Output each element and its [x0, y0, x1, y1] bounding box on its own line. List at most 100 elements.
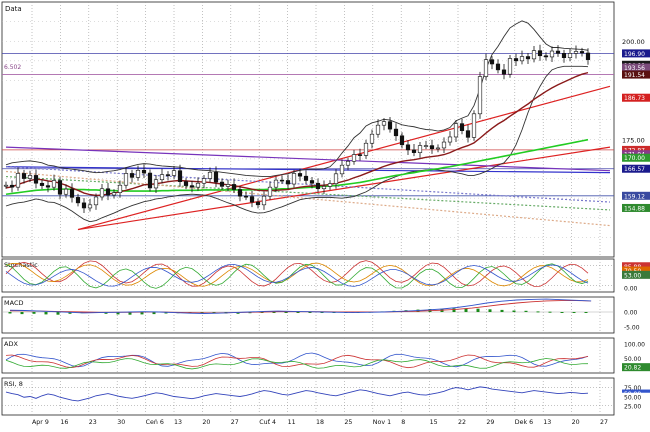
x-tick-label: 15 — [430, 419, 438, 426]
price-candle — [483, 59, 489, 77]
price-label-bg — [622, 191, 650, 200]
pane-frame-adx — [1, 337, 615, 374]
price-candle — [405, 144, 411, 151]
price-candle — [513, 58, 519, 62]
price-candle — [423, 145, 429, 147]
macd-histogram-bar — [20, 312, 24, 315]
osc-label-stochastic-bg — [622, 262, 650, 271]
price-candle — [273, 179, 279, 188]
price-candle — [69, 188, 75, 198]
macd-histogram-bar — [308, 312, 312, 313]
price-candle — [213, 171, 219, 183]
price-candle — [189, 185, 195, 188]
adx-line — [5, 352, 589, 368]
price-candle — [51, 180, 57, 188]
price-candle — [135, 170, 141, 178]
osc-label-stochastic-bg — [622, 266, 650, 275]
price-candle — [525, 56, 531, 60]
osc-label-rsi-bg — [621, 401, 650, 411]
macd-histogram-bar — [284, 312, 288, 313]
x-tick-label: 18 — [316, 419, 324, 426]
price-candle — [93, 196, 99, 206]
price-candle — [249, 196, 255, 203]
pane-frame-stochastic — [1, 258, 615, 293]
price-candle — [159, 174, 165, 181]
price-candle — [27, 175, 33, 179]
macd-histogram-bar — [500, 309, 504, 312]
osc-label-macd-bg — [621, 307, 650, 317]
price-candle — [375, 124, 381, 135]
x-tick-label: 11 — [288, 419, 296, 426]
macd-histogram-bar — [512, 310, 516, 312]
trendline — [5, 146, 611, 172]
price-candle — [237, 189, 243, 197]
price-candle — [333, 173, 339, 184]
price-candle — [303, 175, 309, 181]
price-candle — [21, 173, 27, 179]
price-candle — [279, 179, 285, 182]
price-candle — [297, 173, 303, 177]
price-candle — [345, 160, 351, 166]
price-candle — [357, 154, 363, 156]
price-candle — [411, 149, 417, 153]
price-candle — [555, 50, 561, 54]
price-candle — [447, 136, 453, 143]
price-candle — [309, 180, 315, 184]
price-candle — [75, 197, 81, 204]
osc-label-stochastic-bg — [622, 270, 650, 279]
stochastic-line — [5, 263, 589, 289]
price-candle — [561, 53, 567, 59]
price-candle — [393, 128, 399, 137]
bollinger-upper-line — [5, 20, 589, 178]
macd-histogram-bar — [524, 310, 528, 312]
price-candle — [33, 175, 39, 184]
price-label: 159.12 — [624, 193, 645, 200]
price-candle — [441, 141, 447, 149]
price-candle — [165, 174, 171, 176]
price-candle — [399, 135, 405, 146]
price-candle — [453, 123, 459, 138]
osc-label-adx-bg — [622, 363, 650, 372]
x-tick-label: 8 — [401, 419, 405, 426]
osc-label-adx-bg — [621, 353, 650, 363]
macd-histogram-bar — [68, 312, 72, 314]
price-candle — [339, 164, 345, 175]
price-candle — [111, 192, 117, 196]
price-candle — [321, 186, 327, 190]
price-label: 166.57 — [624, 166, 645, 173]
price-candle — [369, 133, 375, 144]
macd-histogram-bar — [536, 311, 540, 313]
price-candle — [147, 172, 153, 189]
price-candle — [567, 53, 573, 59]
price-candle — [255, 201, 261, 206]
price-candle — [585, 52, 591, 60]
price-candle — [573, 51, 579, 54]
osc-label-stochastic: 0.00 — [624, 286, 638, 293]
x-tick-label: 20 — [572, 419, 580, 426]
macd-histogram-bar — [140, 312, 144, 315]
price-candle — [231, 184, 237, 190]
price-candle — [417, 145, 423, 153]
macd-histogram-bar — [452, 308, 456, 312]
price-candle — [465, 130, 471, 138]
x-tick-label: Ceń 6 — [146, 418, 164, 426]
price-candle — [351, 154, 357, 162]
adx-line — [5, 358, 589, 370]
macd-histogram-bar — [164, 312, 168, 314]
annotation-label: 6.502 — [4, 64, 21, 71]
x-tick-label: 20 — [202, 419, 210, 426]
price-candle — [177, 170, 183, 182]
price-label-bg — [622, 63, 650, 72]
y-tick-label: 200.00 — [622, 38, 645, 46]
price-candle — [243, 195, 249, 198]
macd-histogram-bar — [548, 311, 552, 313]
price-candle — [471, 113, 477, 138]
trendline — [77, 146, 611, 231]
price-candle — [15, 173, 21, 188]
price-label-bg — [622, 164, 650, 173]
price-candle — [81, 202, 87, 209]
macd-histogram-bar — [152, 312, 156, 315]
pane-frame-rsi — [1, 377, 615, 416]
price-label: 170.00 — [624, 155, 645, 162]
